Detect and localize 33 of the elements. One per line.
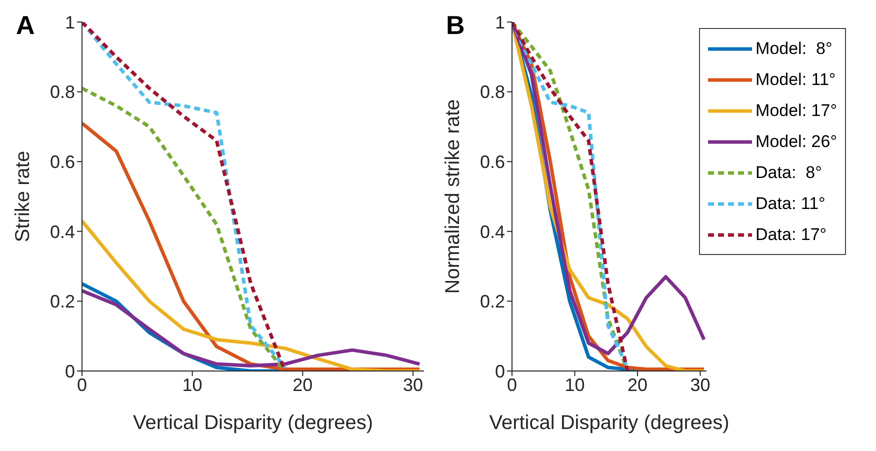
chart-title: A — [16, 10, 35, 41]
y-axis-title: Normalized strike rate — [442, 99, 464, 294]
legend-label: Model: 17° — [756, 100, 837, 120]
x-tick-label: 10 — [564, 374, 585, 395]
y-tick-label: 0 — [494, 361, 505, 382]
y-tick-label: 0.2 — [480, 292, 505, 312]
legend-label: Model: 26° — [756, 132, 837, 152]
line-series — [82, 288, 422, 368]
x-axis-title: Vertical Disparity (degrees) — [132, 412, 374, 434]
y-tick-label: 0 — [64, 361, 75, 382]
x-tick-label: 30 — [402, 374, 423, 395]
y-tick-label: 0.4 — [480, 222, 505, 242]
legend-label: Data: 17° — [756, 224, 827, 244]
y-axis-title: Strike rate — [12, 150, 34, 242]
y-tick-label: 1 — [494, 12, 505, 32]
x-tick-label: 20 — [627, 374, 648, 395]
legend-label: Model: 11° — [756, 70, 836, 90]
legend-label: Model: 8° — [756, 38, 832, 58]
y-tick-label: 0.8 — [480, 82, 505, 102]
x-tick-label: 20 — [292, 374, 313, 395]
y-tick-label: 0.2 — [50, 292, 75, 312]
legend-label: Data: 11° — [756, 194, 826, 214]
x-tick-label: 30 — [690, 374, 710, 395]
chart-title: B — [446, 10, 465, 41]
y-tick-label: 0.6 — [50, 152, 75, 172]
y-tick-label: 1 — [64, 12, 75, 32]
x-axis-title: Vertical Disparity (degrees) — [489, 412, 730, 434]
legend-label: Data: 8° — [756, 162, 822, 182]
line-series — [82, 219, 422, 371]
y-tick-label: 0.4 — [50, 222, 75, 242]
y-tick-label: 0.6 — [480, 152, 505, 172]
x-tick-label: 10 — [182, 374, 202, 395]
y-tick-label: 0.8 — [50, 82, 75, 102]
